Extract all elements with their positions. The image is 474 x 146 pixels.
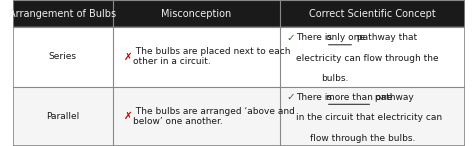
Text: flow through the bulbs.: flow through the bulbs. <box>310 134 415 143</box>
Bar <box>13 0 465 27</box>
Text: Correct Scientific Concept: Correct Scientific Concept <box>309 8 436 19</box>
Bar <box>13 86 465 146</box>
Text: pathway that: pathway that <box>354 33 417 42</box>
Text: ✓: ✓ <box>286 33 295 43</box>
Text: Misconception: Misconception <box>161 8 231 19</box>
Text: bulbs.: bulbs. <box>321 74 348 83</box>
Text: electricity can flow through the: electricity can flow through the <box>296 54 439 63</box>
Text: in the circuit that electricity can: in the circuit that electricity can <box>296 113 443 122</box>
Text: Parallel: Parallel <box>46 112 80 121</box>
Bar <box>13 27 465 86</box>
Text: ✗: ✗ <box>124 52 133 62</box>
Text: There is: There is <box>296 93 335 102</box>
Text: Arrangement of Bulbs: Arrangement of Bulbs <box>9 8 117 19</box>
Text: only one: only one <box>326 33 365 42</box>
Text: ✓: ✓ <box>286 92 295 102</box>
Text: more than one: more than one <box>326 93 392 102</box>
Text: There is: There is <box>296 33 335 42</box>
Text: The bulbs are arranged ‘above and
below’ one another.: The bulbs are arranged ‘above and below’… <box>133 107 295 126</box>
Text: ✗: ✗ <box>124 111 133 121</box>
Text: Series: Series <box>49 52 77 61</box>
Text: The bulbs are placed next to each
other in a circuit.: The bulbs are placed next to each other … <box>133 47 291 66</box>
Text: pathway: pathway <box>372 93 414 102</box>
